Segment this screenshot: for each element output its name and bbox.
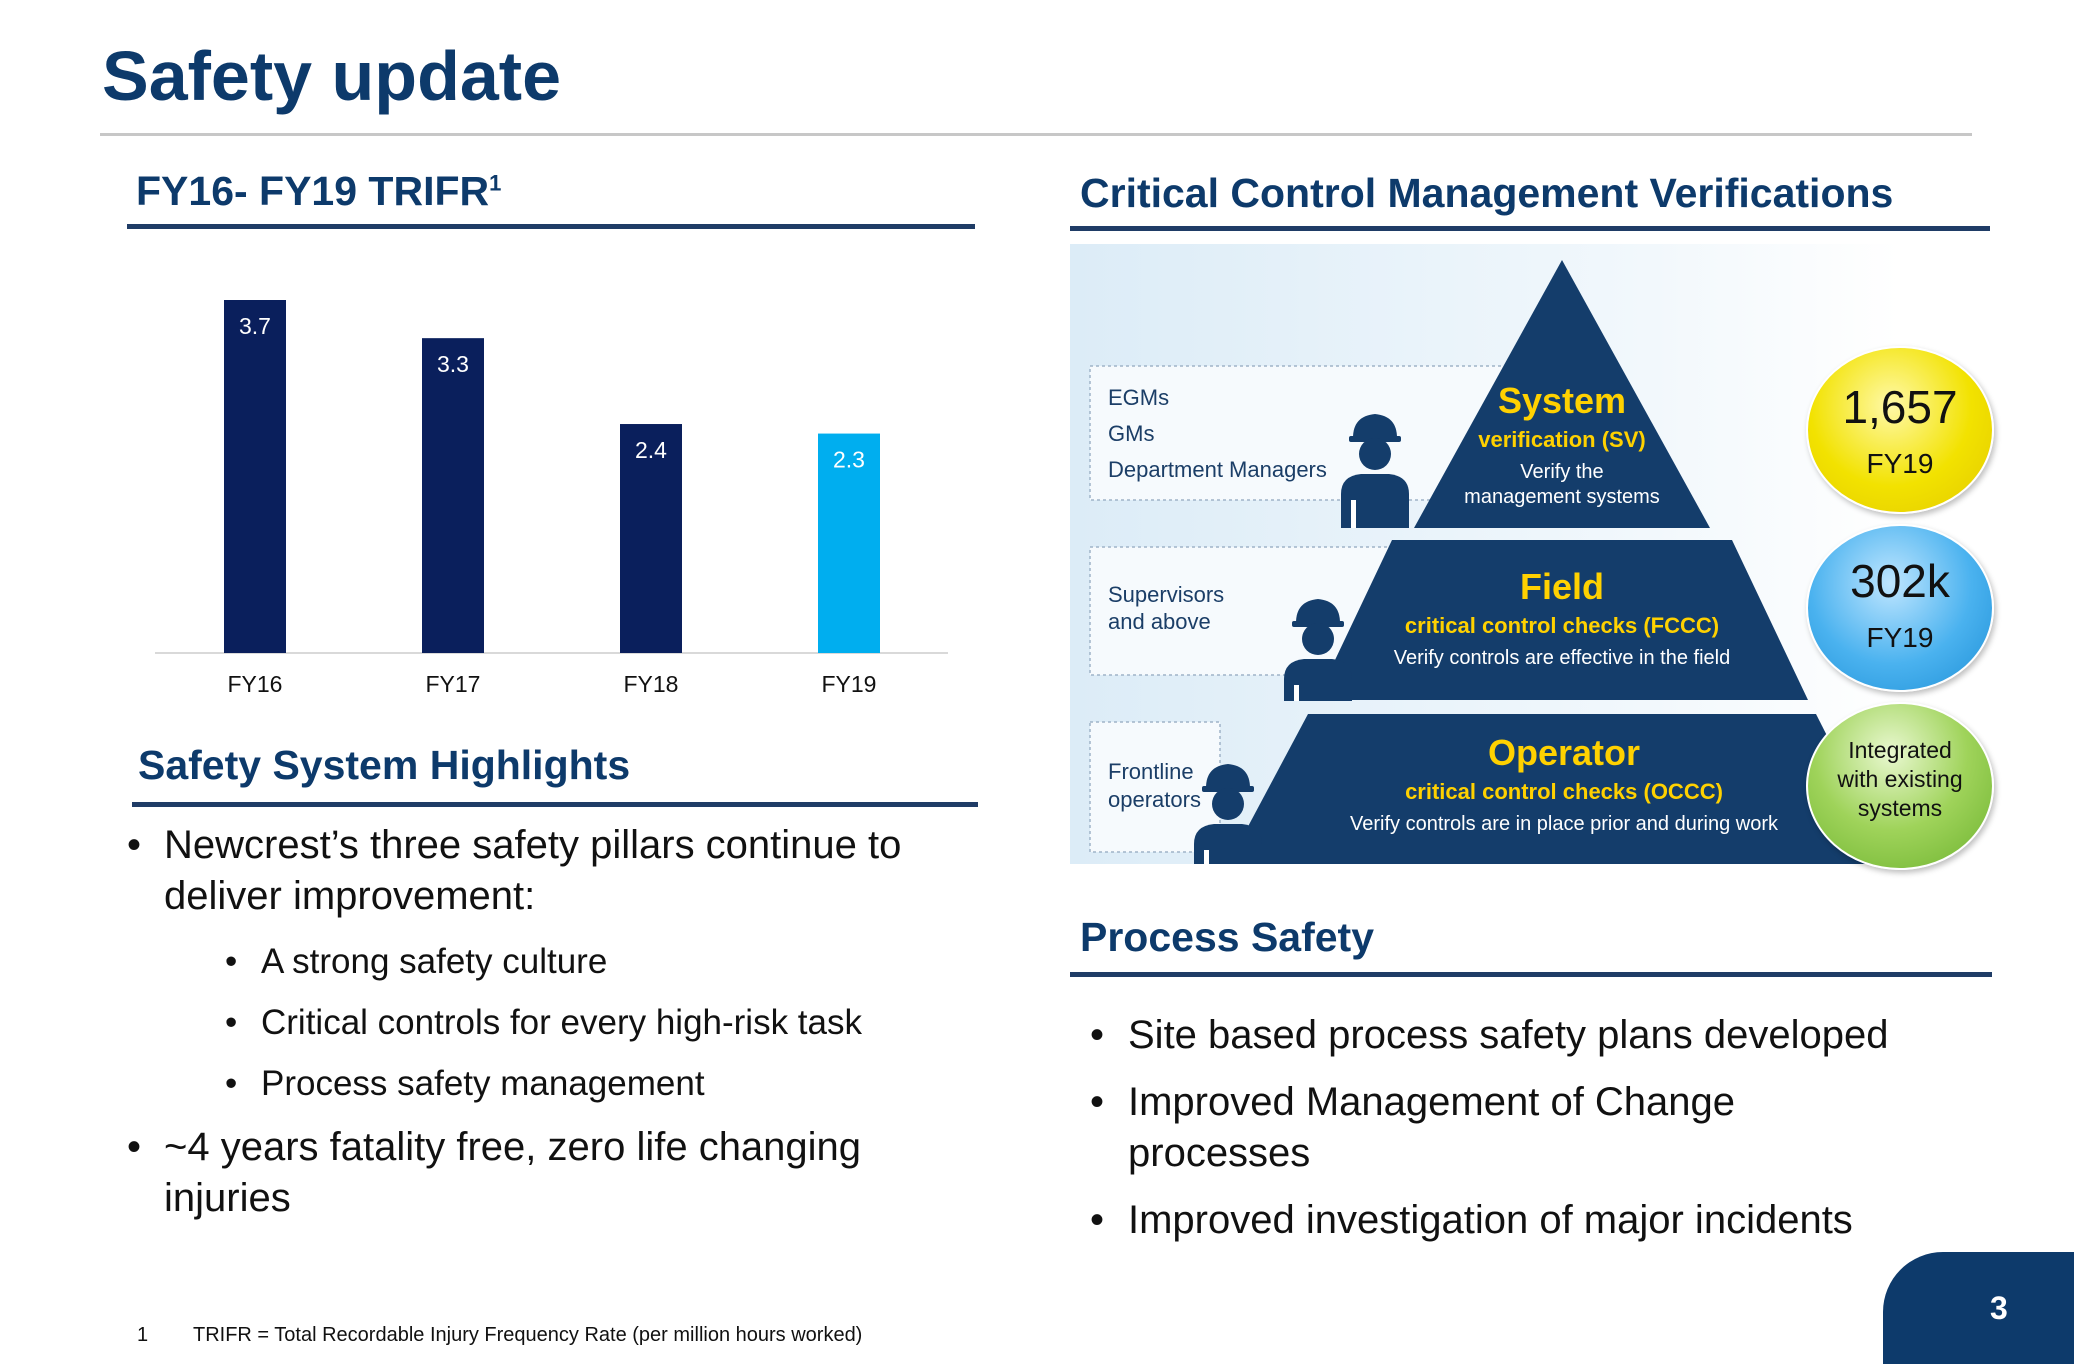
tier-subtitle: verification (SV) — [1478, 427, 1645, 452]
bullet-safety-pillars-text: Newcrest’s three safety pillars continue… — [127, 820, 987, 922]
process-bullet-investigation: • Improved investigation of major incide… — [1090, 1195, 1853, 1246]
stat-value: 1,657 — [1842, 381, 1958, 433]
ccm-pyramid-diagram: EGMs GMs Department Managers Supervisors… — [1070, 244, 1900, 864]
role-label: EGMs — [1108, 385, 1169, 410]
bullet-marker: • — [225, 1064, 238, 1103]
ccm-heading: Critical Control Management Verification… — [1080, 170, 1894, 216]
role-label: GMs — [1108, 421, 1154, 446]
bullet-line: Improved Management of Change — [1128, 1080, 1736, 1124]
stat-text-line: systems — [1857, 795, 1943, 821]
bar-fy16 — [224, 300, 286, 653]
worker-hardhat-icon — [1341, 414, 1409, 528]
bar-fy18 — [620, 424, 682, 653]
bullet-marker: • — [1090, 1013, 1105, 1057]
tier-subtitle: critical control checks (OCCC) — [1405, 779, 1723, 804]
bullet-marker: • — [1090, 1080, 1105, 1124]
bullet-marker: • — [127, 823, 142, 867]
trifr-bar-chart: 3.7 FY16 3.3 FY17 2.4 FY18 2.3 FY19 — [155, 300, 948, 697]
bullet-line: processes — [1128, 1131, 1311, 1175]
bullet-safety-pillars: • Newcrest’s three safety pillars contin… — [127, 820, 987, 922]
role-label: Department Managers — [1108, 457, 1327, 482]
sub-bullet-process-safety: • Process safety management — [225, 1064, 705, 1104]
bullet-line: deliver improvement: — [164, 874, 536, 918]
sub-bullet-critical-controls: • Critical controls for every high-risk … — [225, 1003, 862, 1043]
trifr-heading: FY16- FY19 TRIFR1 — [136, 168, 501, 215]
tier-name: Field — [1520, 566, 1604, 607]
bar-value-label: 3.3 — [437, 351, 469, 377]
page-number-tab — [1883, 1252, 2074, 1364]
bullet-line: injuries — [164, 1176, 291, 1220]
stat-period: FY19 — [1866, 622, 1934, 653]
tier-name: System — [1498, 380, 1626, 421]
bar-value-label: 2.4 — [635, 437, 667, 463]
sub-bullet-text: Process safety management — [261, 1064, 705, 1103]
footnote-text: TRIFR = Total Recordable Injury Frequenc… — [193, 1324, 863, 1346]
page-title: Safety update — [102, 37, 561, 115]
role-label: Frontline — [1108, 759, 1194, 784]
x-tick-label: FY18 — [624, 671, 679, 697]
sub-bullet-culture: • A strong safety culture — [225, 942, 607, 982]
stat-text: Integrated with existing systems — [1808, 736, 1992, 823]
stat-circle-integrated-systems: Integrated with existing systems — [1806, 702, 1994, 870]
process-safety-heading-rule — [1070, 972, 1992, 977]
page-number: 3 — [1990, 1290, 2008, 1326]
x-tick-label: FY17 — [426, 671, 481, 697]
footnote-number: 1 — [137, 1324, 149, 1346]
stat-period: FY19 — [1866, 448, 1934, 479]
tier-description: Verify the — [1520, 461, 1603, 483]
bullet-marker: • — [127, 1125, 142, 1169]
highlights-heading-rule — [132, 802, 978, 807]
highlights-heading: Safety System Highlights — [138, 742, 631, 788]
role-box-operator — [1089, 721, 1221, 853]
title-divider — [100, 133, 1972, 136]
tier-system — [1414, 260, 1710, 528]
trifr-heading-text: FY16- FY19 TRIFR — [136, 168, 490, 214]
bullet-fatality-free: • ~4 years fatality free, zero life chan… — [127, 1122, 987, 1224]
tier-subtitle: critical control checks (FCCC) — [1405, 613, 1719, 638]
bullet-marker: • — [1090, 1198, 1105, 1242]
stat-circle-field-checks: 302k FY19 — [1806, 524, 1994, 692]
worker-hardhat-icon — [1284, 599, 1352, 701]
bullet-text: Site based process safety plans develope… — [1128, 1013, 1889, 1057]
bar-fy17 — [422, 338, 484, 653]
tier-description: management systems — [1464, 486, 1660, 508]
ccm-heading-rule — [1070, 226, 1990, 231]
trifr-heading-rule — [127, 224, 975, 229]
stat-text-line: Integrated — [1848, 737, 1952, 763]
bullet-text: Improved Management of Change processes — [1090, 1077, 1735, 1179]
worker-hardhat-icon — [1194, 764, 1262, 864]
role-label: and above — [1108, 609, 1211, 634]
process-bullet-plans: • Site based process safety plans develo… — [1090, 1010, 1889, 1061]
stat-value: 302k — [1850, 555, 1950, 607]
trifr-footnote-ref: 1 — [489, 170, 502, 196]
process-safety-heading: Process Safety — [1080, 914, 1375, 960]
tier-description: Verify controls are in place prior and d… — [1350, 813, 1779, 835]
process-bullet-moc: • Improved Management of Change processe… — [1090, 1077, 1735, 1179]
tier-field — [1316, 540, 1808, 700]
bullet-marker: • — [225, 1003, 238, 1042]
tier-operator — [1228, 714, 1892, 864]
role-label: Supervisors — [1108, 582, 1224, 607]
sub-bullet-text: Critical controls for every high-risk ta… — [261, 1003, 862, 1042]
tier-description: Verify controls are effective in the fie… — [1394, 647, 1730, 669]
bar-fy19 — [818, 433, 880, 653]
role-label: operators — [1108, 787, 1201, 812]
bar-value-label: 3.7 — [239, 313, 271, 339]
stat-circle-system-verifications: 1,657 FY19 — [1806, 346, 1994, 514]
sub-bullet-text: A strong safety culture — [261, 942, 608, 981]
bullet-fatality-free-text: ~4 years fatality free, zero life changi… — [127, 1122, 987, 1224]
bar-value-label: 2.3 — [833, 447, 865, 473]
x-tick-label: FY19 — [822, 671, 877, 697]
bullet-line: Newcrest’s three safety pillars continue… — [164, 823, 902, 867]
bullet-line: ~4 years fatality free, zero life changi… — [164, 1125, 862, 1169]
tier-name: Operator — [1488, 732, 1640, 773]
bullet-marker: • — [225, 942, 238, 981]
bullet-text: Improved investigation of major incident… — [1128, 1198, 1853, 1242]
stat-text-line: with existing — [1837, 766, 1963, 792]
x-tick-label: FY16 — [228, 671, 283, 697]
